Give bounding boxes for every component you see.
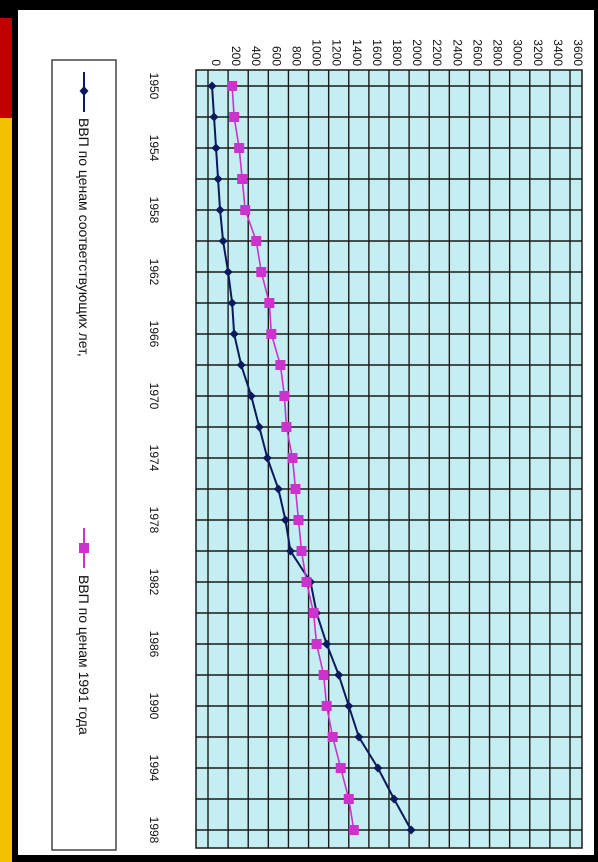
- series-1-point: [213, 174, 223, 184]
- legend-label-2: ВВП по ценам 1991 года: [76, 575, 92, 735]
- value-tick-label: 1400: [350, 39, 364, 66]
- value-tick-label: 400: [249, 46, 263, 66]
- year-tick-label: 1954: [147, 135, 161, 162]
- value-tick-label: 800: [289, 46, 303, 66]
- series-2-point: [293, 515, 304, 525]
- year-tick-label: 1978: [147, 507, 161, 534]
- plot-border: [195, 69, 583, 849]
- value-tick-label: 2000: [410, 39, 424, 66]
- series-2-point: [227, 81, 238, 91]
- series-1-point: [322, 639, 332, 649]
- year-tick-label: 1986: [147, 631, 161, 658]
- series-1-point: [211, 143, 221, 153]
- series-2-point: [256, 267, 267, 277]
- series-2-point: [237, 174, 248, 184]
- series-2-point: [279, 391, 290, 401]
- series-2-point: [287, 453, 298, 463]
- value-tick-label: 1200: [330, 39, 344, 66]
- value-tick-label: 2400: [450, 39, 464, 66]
- series-2-point: [281, 422, 292, 432]
- series-2-point: [327, 732, 338, 742]
- value-tick-label: 3400: [551, 39, 565, 66]
- year-tick-label: 1966: [147, 321, 161, 348]
- value-tick-label: 1600: [370, 39, 384, 66]
- series-1-point: [207, 81, 217, 91]
- value-tick-label: 3600: [571, 39, 585, 66]
- series-1-point: [354, 732, 364, 742]
- legend-label-1: ВВП по ценам соответствующих лет,: [76, 118, 92, 357]
- series-2-point: [229, 112, 240, 122]
- series-2-point: [343, 794, 354, 804]
- value-tick-label: 600: [269, 46, 283, 66]
- value-tick-label: 200: [229, 46, 243, 66]
- series-1-point: [262, 453, 272, 463]
- series-1-point: [334, 670, 344, 680]
- legend-box: [51, 59, 117, 851]
- series-2-point: [251, 236, 262, 246]
- value-tick-label: 2800: [491, 39, 505, 66]
- series-2-point: [275, 360, 286, 370]
- value-tick-label: 1000: [310, 39, 324, 66]
- series-2-point: [296, 546, 307, 556]
- value-tick-label: 1800: [390, 39, 404, 66]
- series-2-point: [266, 329, 277, 339]
- series-1-point: [373, 763, 383, 773]
- series-1-point: [236, 360, 246, 370]
- series-2-point: [234, 143, 245, 153]
- year-tick-label: 1950: [147, 73, 161, 100]
- series-1-point: [406, 825, 416, 835]
- year-tick-label: 1970: [147, 383, 161, 410]
- series-1-point: [246, 391, 256, 401]
- year-tick-label: 1998: [147, 817, 161, 844]
- series-1-point: [223, 267, 233, 277]
- value-tick-label: 2200: [430, 39, 444, 66]
- series-1-point: [227, 298, 237, 308]
- series-2-point: [321, 701, 332, 711]
- year-tick-label: 1990: [147, 693, 161, 720]
- legend-marker-2: [79, 543, 89, 553]
- year-tick-label: 1958: [147, 197, 161, 224]
- year-tick-label: 1982: [147, 569, 161, 596]
- value-tick-label: 0: [209, 59, 223, 66]
- series-2-point: [311, 639, 322, 649]
- series-1-point: [273, 484, 283, 494]
- series-2-point: [308, 608, 319, 618]
- series-1-point: [218, 236, 228, 246]
- series-2-point: [318, 670, 329, 680]
- value-tick-label: 3000: [511, 39, 525, 66]
- red-side-stripe: [0, 18, 12, 118]
- yellow-side-stripe: [0, 118, 12, 862]
- year-tick-label: 1962: [147, 259, 161, 286]
- series-1-point: [344, 701, 354, 711]
- series-2-point: [335, 763, 346, 773]
- year-tick-label: 1974: [147, 445, 161, 472]
- series-1-point: [389, 794, 399, 804]
- series-1-point: [280, 515, 290, 525]
- value-tick-label: 2600: [470, 39, 484, 66]
- series-1-point: [254, 422, 264, 432]
- series-2-point: [290, 484, 301, 494]
- series-2-point: [264, 298, 275, 308]
- series-2-point: [301, 577, 312, 587]
- series-2-point: [240, 205, 251, 215]
- value-tick-label: 3200: [531, 39, 545, 66]
- legend-marker-1: [79, 86, 89, 96]
- series-1-point: [285, 546, 295, 556]
- series-2-point: [348, 825, 359, 835]
- year-tick-label: 1994: [147, 755, 161, 782]
- series-1-point: [215, 205, 225, 215]
- series-1-point: [229, 329, 239, 339]
- series-1-point: [209, 112, 219, 122]
